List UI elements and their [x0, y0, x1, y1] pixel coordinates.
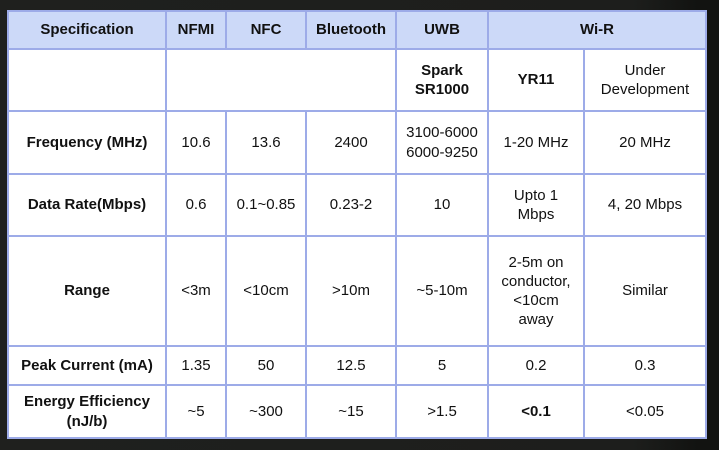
table-row-peak-current: Peak Current (mA) 1.35 50 12.5 5 0.2 0.3: [7, 345, 707, 386]
cell-energy-nfmi: ~5: [165, 384, 227, 439]
subheader-cell-uwb-device: Spark SR1000: [395, 48, 489, 112]
cell-frequency-nfmi: 10.6: [165, 110, 227, 175]
wireless-spec-comparison-table: Specification NFMI NFC Bluetooth UWB Wi-…: [7, 10, 707, 439]
header-cell-nfc: NFC: [225, 10, 307, 50]
table-row-frequency: Frequency (MHz) 10.6 13.6 2400 3100-6000…: [7, 110, 707, 175]
header-row: Specification NFMI NFC Bluetooth UWB Wi-…: [7, 10, 707, 50]
cell-range-wir-yr11: 2-5m on conductor, <10cm away: [487, 235, 585, 347]
row-label-energy-efficiency: Energy Efficiency (nJ/b): [7, 384, 167, 439]
table-row-energy-efficiency: Energy Efficiency (nJ/b) ~5 ~300 ~15 >1.…: [7, 384, 707, 439]
row-label-range: Range: [7, 235, 167, 347]
cell-frequency-bluetooth: 2400: [305, 110, 397, 175]
table-row-range: Range <3m <10cm >10m ~5-10m 2-5m on cond…: [7, 235, 707, 347]
cell-data-rate-bluetooth: 0.23-2: [305, 173, 397, 237]
cell-energy-nfc: ~300: [225, 384, 307, 439]
header-cell-wir: Wi-R: [487, 10, 707, 50]
cell-data-rate-wir-dev: 4, 20 Mbps: [583, 173, 707, 237]
table-row-data-rate: Data Rate(Mbps) 0.6 0.1~0.85 0.23-2 10 U…: [7, 173, 707, 237]
header-cell-nfmi: NFMI: [165, 10, 227, 50]
cell-energy-uwb: >1.5: [395, 384, 489, 439]
cell-peak-current-bluetooth: 12.5: [305, 345, 397, 386]
cell-range-uwb: ~5-10m: [395, 235, 489, 347]
row-label-frequency: Frequency (MHz): [7, 110, 167, 175]
cell-peak-current-wir-yr11: 0.2: [487, 345, 585, 386]
cell-range-wir-dev: Similar: [583, 235, 707, 347]
subheader-cell-spec-empty: [7, 48, 167, 112]
subheader-cell-wir-status: Under Development: [583, 48, 707, 112]
header-cell-bluetooth: Bluetooth: [305, 10, 397, 50]
cell-data-rate-nfmi: 0.6: [165, 173, 227, 237]
cell-data-rate-wir-yr11: Upto 1 Mbps: [487, 173, 585, 237]
subheader-cell-wir-device: YR11: [487, 48, 585, 112]
cell-frequency-wir-dev: 20 MHz: [583, 110, 707, 175]
cell-data-rate-nfc: 0.1~0.85: [225, 173, 307, 237]
header-cell-specification: Specification: [7, 10, 167, 50]
row-label-data-rate: Data Rate(Mbps): [7, 173, 167, 237]
cell-range-bluetooth: >10m: [305, 235, 397, 347]
cell-frequency-wir-yr11: 1-20 MHz: [487, 110, 585, 175]
subheader-cell-merged-empty: [165, 48, 397, 112]
cell-data-rate-uwb: 10: [395, 173, 489, 237]
header-cell-uwb: UWB: [395, 10, 489, 50]
cell-range-nfc: <10cm: [225, 235, 307, 347]
cell-range-nfmi: <3m: [165, 235, 227, 347]
cell-energy-wir-yr11: <0.1: [487, 384, 585, 439]
cell-peak-current-wir-dev: 0.3: [583, 345, 707, 386]
cell-energy-bluetooth: ~15: [305, 384, 397, 439]
cell-peak-current-uwb: 5: [395, 345, 489, 386]
row-label-peak-current: Peak Current (mA): [7, 345, 167, 386]
subheader-row: Spark SR1000 YR11 Under Development: [7, 48, 707, 112]
cell-peak-current-nfmi: 1.35: [165, 345, 227, 386]
cell-frequency-uwb: 3100-6000 6000-9250: [395, 110, 489, 175]
cell-energy-wir-dev: <0.05: [583, 384, 707, 439]
cell-peak-current-nfc: 50: [225, 345, 307, 386]
cell-frequency-nfc: 13.6: [225, 110, 307, 175]
